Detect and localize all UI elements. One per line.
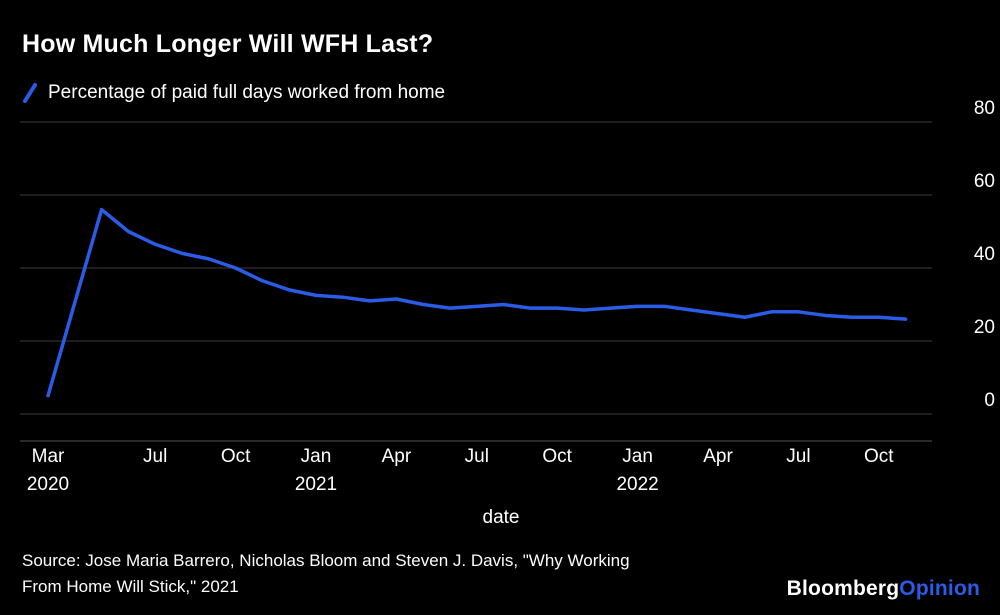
x-tick-year-label: 2022 [616,474,658,495]
x-tick-label: Jul [786,446,810,467]
x-tick-label: Oct [221,446,251,467]
x-tick-label: Jul [143,446,167,467]
x-axis-title: date [483,507,520,528]
x-tick-label: Apr [703,446,733,467]
legend: Percentage of paid full days worked from… [22,82,445,104]
x-tick-label: Oct [542,446,572,467]
x-tick-year-label: 2021 [295,474,337,495]
y-tick-label: 0 [984,390,995,411]
y-tick-label: 20 [974,317,995,338]
source-line-1: Source: Jose Maria Barrero, Nicholas Blo… [22,551,630,570]
x-tick-year-label: 2020 [27,474,69,495]
x-tick-label: Oct [864,446,894,467]
y-tick-label: 40 [974,244,995,265]
y-tick-label: 60 [974,171,995,192]
x-tick-label: Mar [32,446,65,467]
source-note: Source: Jose Maria Barrero, Nicholas Blo… [22,548,630,600]
wfh-line-chart: 0 20 40 60 80 Mar 2020 Jul Oct Jan 2021 Apr Jul Oct Ja… [20,100,995,528]
bloomberg-opinion-logo: BloombergOpinion [787,577,980,601]
legend-label: Percentage of paid full days worked from… [48,82,446,103]
x-tick-label: Apr [382,446,412,467]
source-line-2: From Home Will Stick," 2021 [22,577,239,596]
x-tick-label: Jul [465,446,489,467]
logo-section: Opinion [899,577,980,600]
legend-line-marker-icon [23,83,37,103]
chart-title: How Much Longer Will WFH Last? [22,30,434,58]
y-tick-label: 80 [974,100,995,119]
x-tick-label: Jan [301,446,332,467]
wfh-series-line [46,207,908,398]
logo-brand: Bloomberg [786,577,900,600]
x-tick-label: Jan [622,446,653,467]
